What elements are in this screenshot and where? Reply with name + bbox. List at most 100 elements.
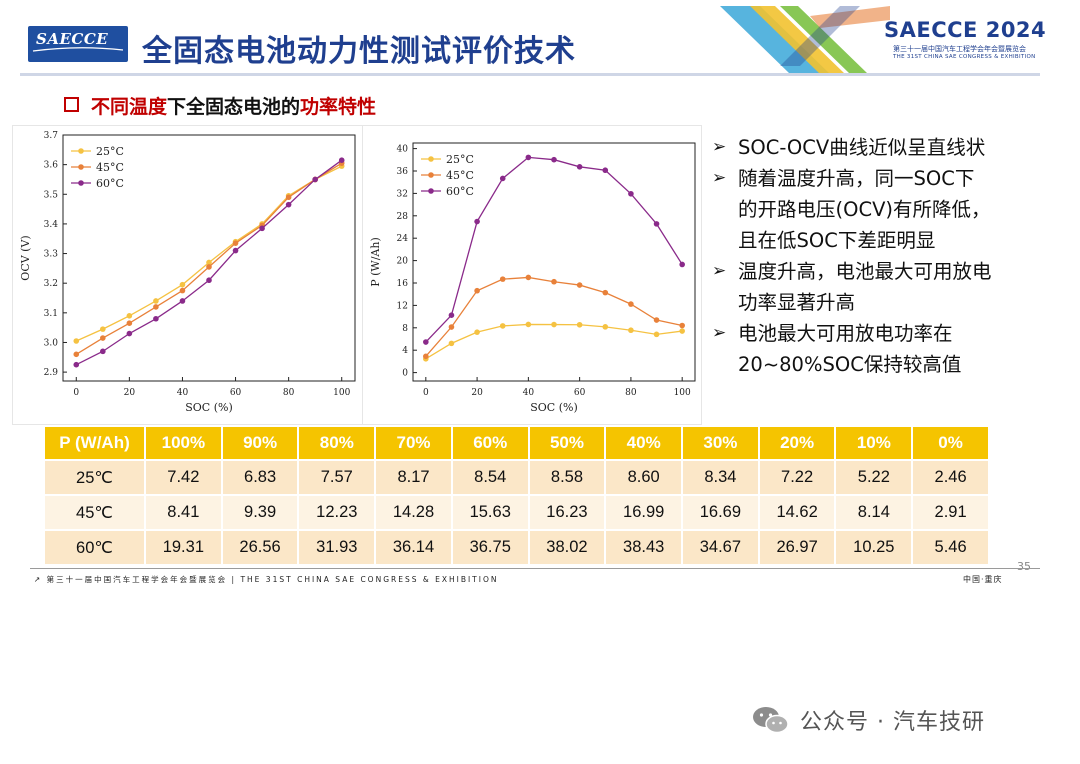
- ocv-y-tick-label: 3.6: [44, 161, 59, 171]
- power-x-tick-label: 80: [625, 388, 637, 398]
- ocv-data-point: [100, 335, 106, 341]
- wechat-icon: [753, 707, 789, 734]
- bullet-item: ➢ 电池最大可用放电功率在 20~80%SOC保持较高值: [712, 318, 1042, 380]
- table-cell: 8.14: [835, 494, 914, 530]
- table-row-temperature: 60℃: [45, 529, 146, 564]
- heading-highlight-2: 功率特性: [300, 96, 377, 118]
- table-cell: 8.60: [605, 459, 684, 495]
- ocv-y-tick-label: 2.9: [44, 368, 59, 378]
- ocv-chart: 2.9 3.0 3.1 3.2 3.3 3.4 3.5 3.6 3.7 0 20 40 60 80 100 S…: [12, 125, 364, 425]
- power-data-point: [551, 278, 557, 285]
- table-cell: 12.23: [298, 494, 377, 530]
- logo-text: SAECCE: [36, 30, 109, 48]
- table-cell: 7.57: [298, 459, 377, 495]
- checkbox-bullet-icon: [64, 97, 79, 112]
- table-cell: 14.62: [758, 494, 837, 530]
- watermark-text: 公众号 · 汽车技研: [800, 710, 985, 735]
- table-header-soc: 20%: [758, 427, 837, 460]
- ocv-y-tick-label: 3.7: [44, 131, 59, 141]
- power-legend-marker: [428, 172, 434, 178]
- table-cell: 2.46: [912, 459, 990, 495]
- power-data-point: [499, 276, 506, 282]
- ocv-data-point: [338, 157, 345, 163]
- bullet-item: ➢ 随着温度升高，同一SOC下 的开路电压(OCV)有所降低， 且在低SOC下差距明显: [712, 163, 1042, 256]
- power-x-axis-title: SOC (%): [530, 401, 578, 414]
- table-cell: 7.22: [758, 459, 837, 495]
- table-cell: 38.43: [605, 529, 684, 564]
- power-legend-label: 25°C: [446, 153, 474, 166]
- bullet-text-line: 且在低SOC下差距明显: [738, 229, 936, 252]
- power-data-point: [423, 339, 429, 345]
- table-cell: 36.75: [451, 529, 530, 564]
- power-data-point: [474, 287, 480, 294]
- power-x-tick-label: 0: [423, 388, 429, 398]
- power-chart: 0 4 8 12 16 20 24 28 32 36 40 0 20 40 60 80 100 SOC (%) P …: [362, 125, 702, 425]
- bullet-item: ➢ SOC-OCV曲线近似呈直线状: [712, 132, 1042, 163]
- bullet-text-line: 的开路电压(OCV)有所降低，: [738, 198, 991, 221]
- ocv-data-point: [232, 247, 239, 254]
- table-row: 45℃ 8.41 9.39 12.23 14.28 15.63 16.23 16.99 16.6…: [45, 494, 990, 530]
- power-data-point: [448, 312, 455, 318]
- power-data-point: [653, 331, 660, 338]
- table-cell: 7.42: [145, 459, 223, 495]
- ocv-data-point: [206, 259, 212, 266]
- table-cell: 5.46: [912, 529, 990, 564]
- power-y-tick-label: 20: [397, 257, 409, 267]
- table-cell: 16.69: [682, 494, 760, 530]
- power-data-point: [602, 324, 609, 330]
- ocv-x-tick-label: 40: [177, 388, 189, 398]
- table-cell: 8.54: [451, 459, 530, 495]
- power-data-point: [653, 221, 660, 227]
- bullet-arrow-icon: ➢: [712, 137, 727, 157]
- ocv-data-point: [73, 338, 80, 344]
- saecce-logo: [28, 26, 128, 62]
- table-header-soc: 10%: [835, 427, 914, 460]
- table-header-soc: 50%: [528, 427, 607, 460]
- logo-swoosh-icon: [32, 47, 124, 52]
- table-cell: 8.58: [528, 459, 607, 495]
- ocv-data-point: [285, 201, 292, 208]
- table-header-unit: P (W/Ah): [45, 427, 146, 460]
- power-data-point: [679, 322, 685, 329]
- power-data-point: [653, 317, 660, 323]
- power-data-point: [525, 321, 532, 328]
- table-cell: 31.93: [298, 529, 377, 564]
- bullet-arrow-icon: ➢: [712, 323, 727, 343]
- page-number: 35: [1017, 560, 1031, 573]
- power-data-point: [448, 340, 455, 347]
- header-divider: [20, 73, 1040, 76]
- power-data-point: [448, 324, 455, 330]
- ocv-x-tick-label: 80: [283, 388, 295, 398]
- table-header-soc: 0%: [912, 427, 990, 460]
- bullet-text-line: SOC-OCV曲线近似呈直线状: [738, 136, 986, 159]
- brand-subtitle-cn: 第三十一届中国汽车工程学会年会暨展览会: [893, 45, 1026, 53]
- power-data-point: [576, 282, 583, 288]
- table-row-temperature: 45℃: [45, 494, 146, 530]
- table-cell: 26.56: [221, 529, 300, 564]
- power-y-tick-label: 28: [397, 212, 409, 222]
- bullet-text-line: 电池最大可用放电功率在: [738, 322, 953, 345]
- ocv-chart-svg: 2.9 3.0 3.1 3.2 3.3 3.4 3.5 3.6 3.7 0 20 40 60 80 100 S…: [19, 131, 356, 414]
- table-cell: 2.91: [912, 494, 990, 530]
- ocv-legend-label: 60°C: [96, 177, 124, 190]
- power-legend-label: 45°C: [446, 169, 474, 182]
- ocv-plot-frame: [62, 134, 356, 382]
- power-y-axis-title: P (W/Ah): [369, 237, 382, 287]
- power-y-tick-label: 24: [397, 234, 409, 244]
- power-data-point: [474, 218, 480, 225]
- ocv-x-tick-label: 100: [333, 388, 350, 398]
- ocv-data-point: [100, 326, 106, 332]
- power-data-point: [602, 289, 609, 296]
- ocv-y-tick-label: 3.4: [44, 220, 59, 230]
- table-cell: 6.83: [221, 459, 300, 495]
- bullet-text-line: 温度升高，电池最大可用放电: [738, 260, 992, 283]
- heading-text: 下全固态电池的: [167, 96, 301, 118]
- power-data-point: [423, 353, 429, 360]
- table-header-soc: 90%: [221, 427, 300, 460]
- power-x-tick-label: 40: [523, 388, 535, 398]
- power-data-point: [628, 190, 634, 197]
- table-cell: 16.23: [528, 494, 607, 530]
- power-data-point: [628, 301, 634, 307]
- bullet-list: ➢ SOC-OCV曲线近似呈直线状 ➢ 随着温度升高，同一SOC下 的开路电压(OCV)…: [712, 132, 1042, 380]
- power-y-tick-label: 32: [397, 189, 408, 199]
